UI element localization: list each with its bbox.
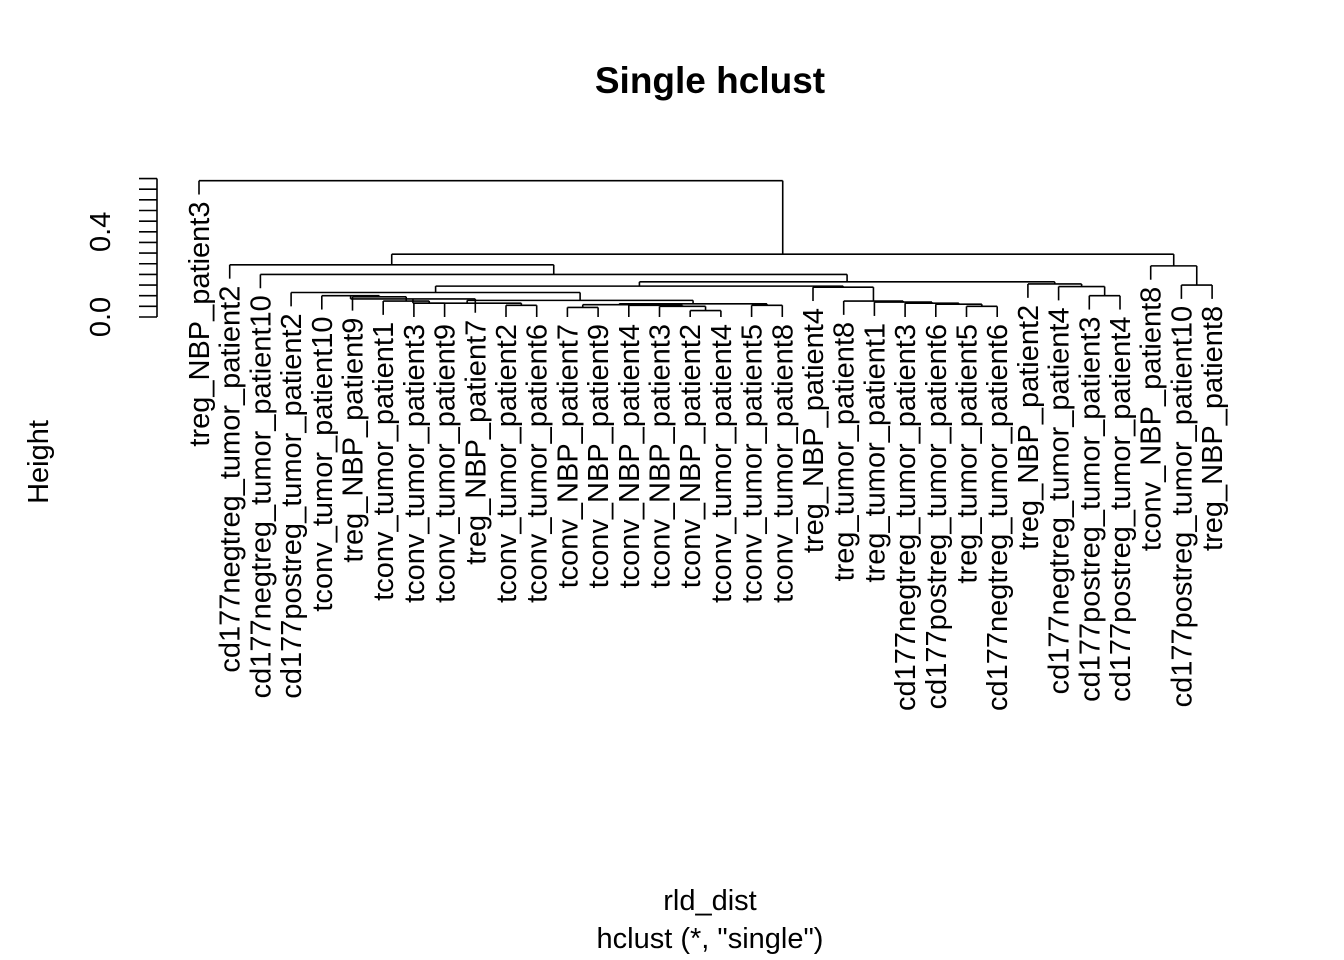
- leaf-label: cd177negtreg_tumor_patient2: [215, 286, 247, 673]
- leaf-label: cd177negtreg_tumor_patient10: [245, 295, 277, 698]
- leaf-label: tconv_tumor_patient8: [767, 324, 799, 603]
- leaf-label: cd177postreg_tumor_patient6: [921, 324, 953, 709]
- leaf-label: tconv_tumor_patient5: [737, 324, 769, 603]
- chart-title: Single hclust: [595, 60, 825, 101]
- dendrogram-links: [198, 179, 1213, 317]
- leaf-label: treg_NBP_patient4: [798, 308, 830, 553]
- leaf-label: cd177postreg_tumor_patient2: [276, 313, 308, 698]
- y-axis: 0.0 0.4: [85, 177, 158, 338]
- leaf-label: tconv_tumor_patient4: [706, 324, 738, 603]
- chart-subtitle: hclust (*, "single"): [597, 923, 824, 955]
- leaf-label: treg_NBP_patient7: [460, 320, 492, 565]
- leaf-label: tconv_tumor_patient2: [491, 324, 523, 603]
- leaf-label: tconv_tumor_patient1: [368, 322, 400, 601]
- leaf-label: treg_NBP_patient8: [1197, 306, 1229, 551]
- dendrogram-leaf-labels: treg_NBP_patient3cd177negtreg_tumor_pati…: [184, 202, 1229, 711]
- leaf-label: cd177negtreg_tumor_patient3: [890, 324, 922, 711]
- y-axis-label: Height: [23, 420, 55, 504]
- leaf-label: tconv_NBP_patient8: [1136, 287, 1168, 551]
- y-axis-tick-labels: 0.0 0.4: [85, 212, 117, 338]
- y-axis-tick-label: 0.0: [85, 297, 117, 337]
- leaf-label: treg_tumor_patient8: [829, 322, 861, 582]
- y-axis-ticks: [139, 177, 157, 318]
- leaf-label: tconv_NBP_patient3: [645, 324, 677, 588]
- leaf-label: tconv_tumor_patient3: [399, 324, 431, 603]
- leaf-label: cd177negtreg_tumor_patient4: [1044, 307, 1076, 694]
- leaf-label: treg_NBP_patient3: [184, 202, 216, 447]
- leaf-label: treg_NBP_patient2: [1013, 305, 1045, 550]
- leaf-label: cd177postreg_tumor_patient3: [1074, 317, 1106, 702]
- x-axis-label: rld_dist: [663, 885, 757, 917]
- leaf-label: tconv_tumor_patient6: [522, 324, 554, 603]
- leaf-label: tconv_NBP_patient9: [583, 324, 615, 588]
- leaf-label: treg_tumor_patient5: [952, 324, 984, 584]
- leaf-label: tconv_tumor_patient9: [430, 324, 462, 603]
- leaf-label: treg_tumor_patient1: [859, 323, 891, 583]
- leaf-label: tconv_NBP_patient7: [552, 324, 584, 588]
- y-axis-tick-label: 0.4: [85, 212, 117, 252]
- leaf-label: tconv_tumor_patient10: [307, 317, 339, 612]
- leaf-label: cd177negtreg_tumor_patient6: [982, 324, 1014, 711]
- leaf-label: tconv_NBP_patient2: [675, 324, 707, 588]
- leaf-label: cd177postreg_tumor_patient4: [1105, 317, 1137, 702]
- leaf-label: cd177postreg_tumor_patient10: [1166, 306, 1198, 707]
- leaf-label: tconv_NBP_patient4: [614, 324, 646, 588]
- leaf-label: treg_NBP_patient9: [338, 318, 370, 563]
